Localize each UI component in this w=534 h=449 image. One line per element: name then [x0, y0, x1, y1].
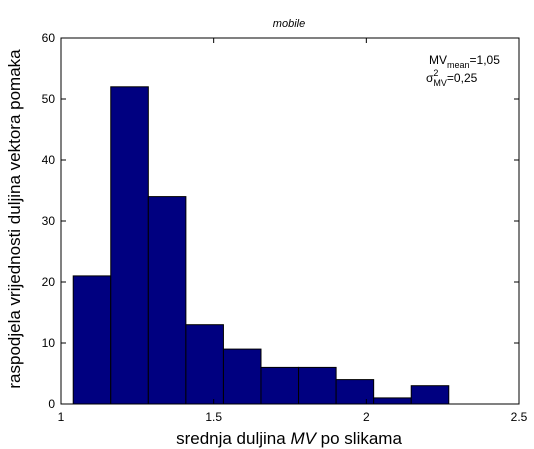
mean-value: =1,05: [470, 53, 501, 67]
x-tick-label: 1.5: [205, 410, 222, 424]
chart-title: mobile: [273, 18, 305, 30]
y-axis-label: raspodjela vrijednosti duljina vektora p…: [5, 49, 24, 389]
histogram-bar: [72, 275, 112, 405]
histogram-bar: [185, 324, 224, 405]
y-tick-label: 50: [42, 92, 56, 106]
y-tick-label: 0: [48, 397, 55, 411]
y-tick-label: 40: [42, 153, 56, 167]
histogram-bar: [110, 86, 149, 405]
x-tick-label: 1: [58, 410, 65, 424]
mean-prefix: MV: [429, 53, 447, 67]
histogram-bar: [410, 385, 450, 405]
bars-group: [72, 86, 450, 405]
y-tick-label: 20: [42, 275, 56, 289]
var-prefix: σ: [426, 71, 434, 85]
y-tick-label: 10: [42, 336, 56, 350]
x-axis-label: srednja duljina MV po slikama: [176, 429, 402, 448]
x-axis-label-suffix: po slikama: [316, 429, 403, 448]
x-ticks-group: 1 1.5 2 2.5: [58, 38, 528, 424]
y-tick-label: 30: [42, 214, 56, 228]
stats-annotation-variance: σ2 MV=0,25: [426, 68, 478, 88]
y-tick-label: 60: [42, 31, 56, 45]
histogram-bar: [335, 379, 375, 405]
x-axis-label-prefix: srednja duljina: [176, 429, 290, 448]
histogram-bar: [222, 348, 262, 405]
x-axis-label-italic: MV: [290, 429, 317, 448]
mean-subscript: mean: [447, 60, 470, 70]
var-subscript: MV: [433, 78, 447, 88]
stats-annotation-mean: MVmean=1,05: [429, 53, 500, 70]
histogram-bar: [373, 397, 412, 405]
y-ticks-group: 0 10 20 30 40 50 60: [42, 31, 519, 411]
x-tick-label: 2: [363, 410, 370, 424]
var-value: =0,25: [447, 71, 478, 85]
histogram-bar: [298, 366, 337, 405]
var-superscript: 2: [433, 68, 438, 78]
histogram-bar: [147, 196, 187, 405]
x-tick-label: 2.5: [511, 410, 528, 424]
histogram-bar: [260, 366, 300, 405]
